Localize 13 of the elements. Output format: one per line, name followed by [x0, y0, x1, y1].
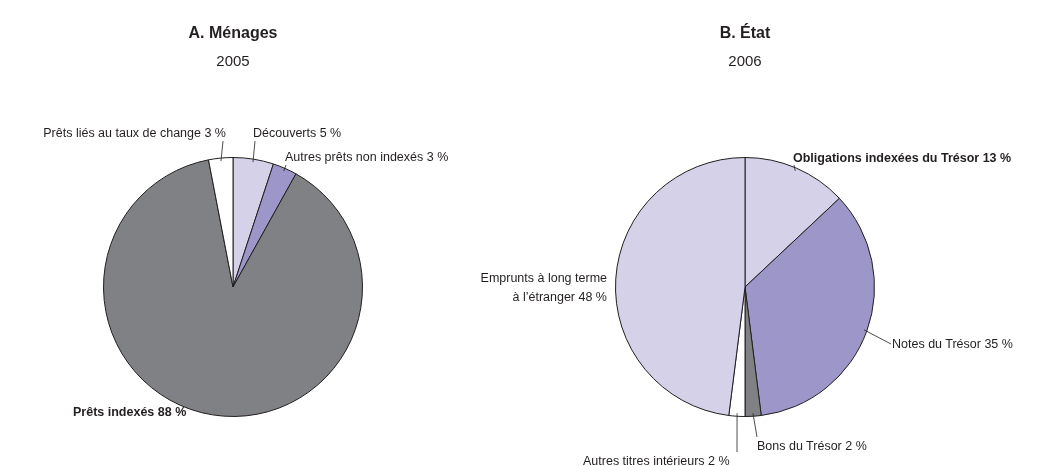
- slice-label: Prêts liés au taux de change 3 %: [43, 126, 226, 140]
- slice-label: Notes du Trésor 35 %: [892, 337, 1013, 351]
- slice-label: Autres prêts non indexés 3 %: [285, 150, 449, 164]
- chart-subtitle: 2005: [216, 52, 250, 69]
- slice-label: Obligations indexées du Trésor 13 %: [793, 151, 1012, 165]
- slice-label: Autres titres intérieurs 2 %: [583, 454, 730, 466]
- slice-label: Emprunts à long terme à l’étranger 48 %: [480, 271, 608, 304]
- slice-label: Bons du Trésor 2 %: [757, 439, 867, 453]
- chart-subtitle: 2006: [728, 52, 762, 69]
- slice-label: Prêts indexés 88 %: [73, 405, 187, 419]
- chart-title: B. État: [719, 23, 772, 41]
- chart-title: A. Ménages: [188, 24, 278, 41]
- slice-label: Découverts 5 %: [253, 126, 342, 140]
